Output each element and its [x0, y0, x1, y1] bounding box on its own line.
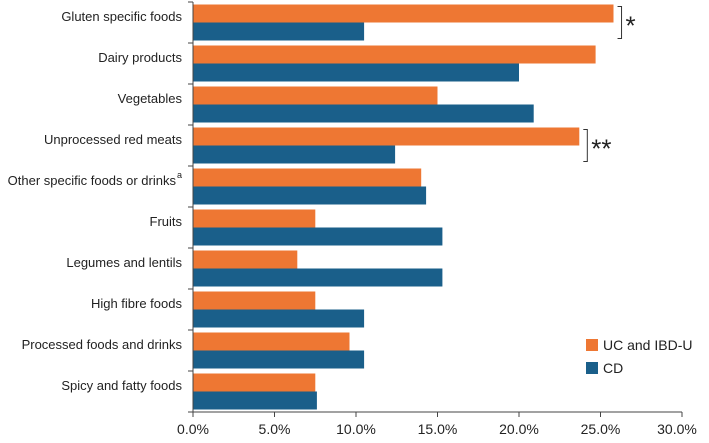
bar-cd-1 [193, 63, 519, 82]
category-label-4: Other specific foods or drinks [8, 173, 177, 188]
category-labels: Gluten specific foods Dairy products Veget… [8, 9, 183, 393]
bar-cd-6 [193, 268, 443, 287]
bar-uc-ibdu-0 [193, 4, 614, 23]
bar-uc-ibdu-4 [193, 168, 422, 187]
significance-label-1: ** [591, 134, 611, 164]
x-tick-labels: 0.0% 5.0% 10.0% 15.0% 20.0% 25.0% 30.0% [177, 421, 697, 437]
significance-bracket-1 [583, 129, 588, 162]
category-label-6: Legumes and lentils [66, 255, 182, 270]
bar-uc-ibdu-3 [193, 127, 580, 146]
x-tick-label-0: 0.0% [177, 421, 209, 437]
category-label-5: Fruits [150, 214, 183, 229]
bar-uc-ibdu-5 [193, 209, 316, 228]
bars-layer [193, 4, 614, 410]
legend-swatch-0 [586, 339, 598, 351]
bar-cd-0 [193, 22, 365, 41]
x-tick-label-5: 25.0% [581, 421, 621, 437]
category-label-7: High fibre foods [91, 296, 183, 311]
significance-label-0: * [626, 11, 636, 41]
bar-cd-8 [193, 350, 365, 369]
legend-label-0: UC and IBD-U [603, 337, 692, 353]
category-label-2: Vegetables [118, 91, 183, 106]
x-tick-label-2: 10.0% [336, 421, 376, 437]
bar-cd-5 [193, 227, 443, 246]
category-label-1: Dairy products [98, 50, 182, 65]
category-label-3: Unprocessed red meats [44, 132, 183, 147]
x-tick-label-6: 30.0% [657, 421, 697, 437]
legend-label-1: CD [603, 360, 623, 376]
bar-uc-ibdu-9 [193, 373, 316, 392]
bar-uc-ibdu-1 [193, 45, 596, 64]
category-label-9: Spicy and fatty foods [61, 378, 182, 393]
bar-cd-7 [193, 309, 365, 328]
x-tick-label-4: 20.0% [499, 421, 539, 437]
bar-uc-ibdu-7 [193, 291, 316, 310]
x-tick-label-3: 15.0% [418, 421, 458, 437]
legend-swatch-1 [586, 362, 598, 374]
category-superscript-4: a [177, 170, 182, 180]
bar-cd-3 [193, 145, 396, 164]
significance-bracket-0 [617, 6, 623, 39]
category-label-8: Processed foods and drinks [22, 337, 183, 352]
axes-layer [188, 1, 683, 417]
category-label-0: Gluten specific foods [61, 9, 182, 24]
x-tick-label-1: 5.0% [259, 421, 291, 437]
bar-cd-9 [193, 391, 317, 410]
legend: UC and IBD-U CD [586, 337, 692, 376]
bar-uc-ibdu-2 [193, 86, 438, 105]
bar-cd-2 [193, 104, 534, 123]
bar-uc-ibdu-8 [193, 332, 350, 351]
significance-annotations: *** [583, 6, 636, 164]
bar-cd-4 [193, 186, 427, 205]
bar-uc-ibdu-6 [193, 250, 298, 269]
